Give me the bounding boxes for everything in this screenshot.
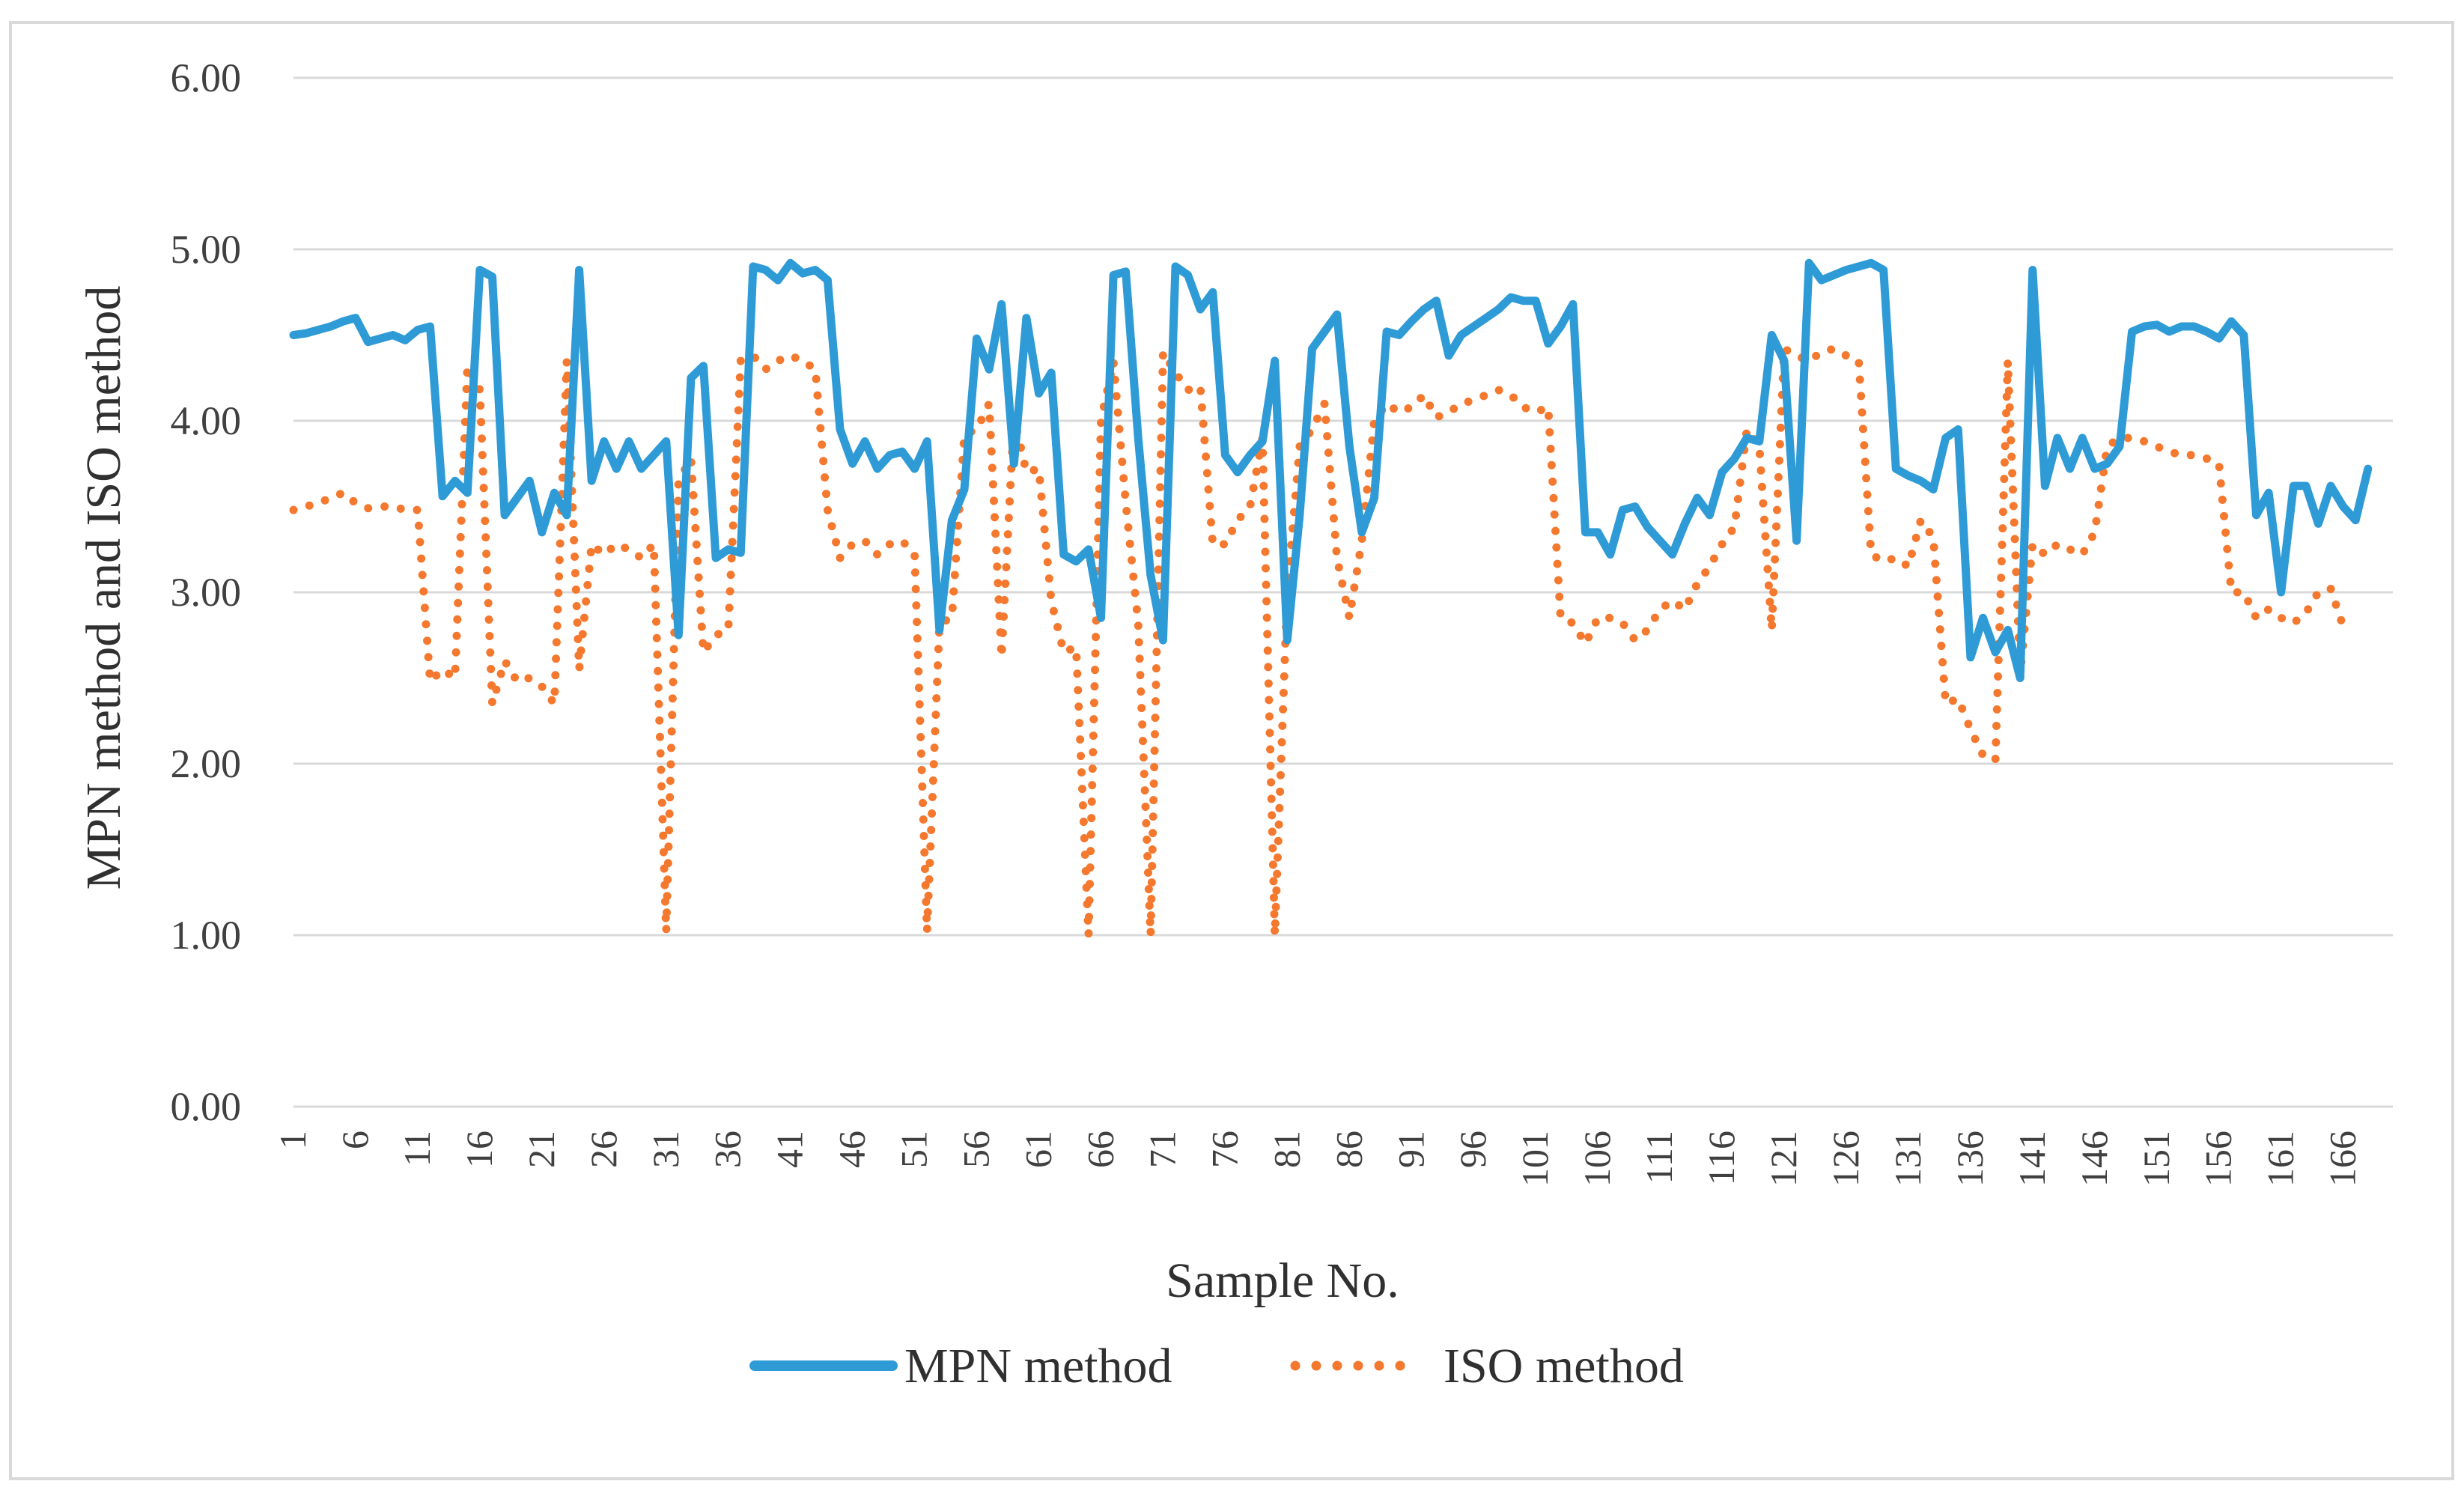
x-tick-label: 111 (1638, 1131, 1680, 1184)
x-tick-label: 161 (2260, 1131, 2302, 1187)
x-tick-label: 41 (769, 1131, 811, 1168)
legend: MPN method ISO method (749, 1339, 1684, 1393)
x-tick-label: 11 (396, 1131, 438, 1167)
y-tick-label: 4.00 (171, 398, 242, 443)
y-tick-label: 0.00 (171, 1084, 242, 1129)
x-tick-label: 76 (1203, 1131, 1245, 1168)
x-tick-label: 56 (955, 1131, 997, 1168)
x-tick-label: 96 (1452, 1131, 1494, 1168)
x-tick-label: 106 (1576, 1131, 1618, 1187)
x-tick-label: 131 (1887, 1131, 1929, 1187)
y-axis-ticks: 0.00 1.00 2.00 3.00 4.00 5.00 6.00 (171, 55, 242, 1129)
series-line-mpn (289, 258, 2373, 682)
legend-label-iso: ISO method (1444, 1339, 1684, 1393)
x-tick-label: 51 (893, 1131, 935, 1168)
y-tick-label: 5.00 (171, 227, 242, 272)
x-tick-label: 126 (1825, 1131, 1867, 1187)
x-tick-label: 1 (272, 1131, 314, 1149)
x-tick-label: 61 (1017, 1131, 1059, 1168)
x-tick-label: 71 (1141, 1131, 1183, 1168)
x-axis-ticks: 1 6 11 16 21 26 31 36 41 46 51 56 61 66 71 76 81 86 91 96 10… (272, 1131, 2364, 1187)
y-tick-label: 2.00 (171, 741, 242, 786)
x-tick-label: 91 (1390, 1131, 1432, 1168)
x-tick-label: 141 (2011, 1131, 2053, 1187)
x-tick-label: 81 (1265, 1131, 1307, 1168)
legend-label-mpn: MPN method (904, 1339, 1172, 1393)
chart-border (9, 21, 2454, 1480)
x-tick-label: 26 (582, 1131, 624, 1168)
x-tick-label: 136 (1949, 1131, 1991, 1187)
x-tick-label: 166 (2322, 1131, 2364, 1187)
x-tick-label: 101 (1514, 1131, 1556, 1187)
x-tick-label: 21 (520, 1131, 562, 1168)
y-axis-title: MPN method and ISO method (76, 286, 131, 890)
x-tick-label: 46 (831, 1131, 873, 1168)
series-line-iso (289, 344, 2348, 940)
y-tick-label: 3.00 (171, 570, 242, 615)
x-axis-title: Sample No. (1166, 1253, 1399, 1308)
x-tick-label: 156 (2197, 1131, 2239, 1187)
x-tick-label: 151 (2135, 1131, 2177, 1187)
x-tick-label: 16 (458, 1131, 500, 1168)
y-tick-label: 1.00 (171, 913, 242, 958)
series-lines (289, 258, 2373, 940)
x-tick-label: 31 (645, 1131, 687, 1168)
x-tick-label: 116 (1700, 1131, 1742, 1185)
y-tick-label: 6.00 (171, 55, 242, 100)
x-tick-label: 66 (1079, 1131, 1121, 1168)
x-tick-label: 36 (707, 1131, 749, 1168)
x-tick-label: 6 (334, 1131, 376, 1149)
x-tick-label: 146 (2073, 1131, 2115, 1187)
x-tick-label: 86 (1327, 1131, 1369, 1168)
x-tick-label: 121 (1762, 1131, 1804, 1187)
